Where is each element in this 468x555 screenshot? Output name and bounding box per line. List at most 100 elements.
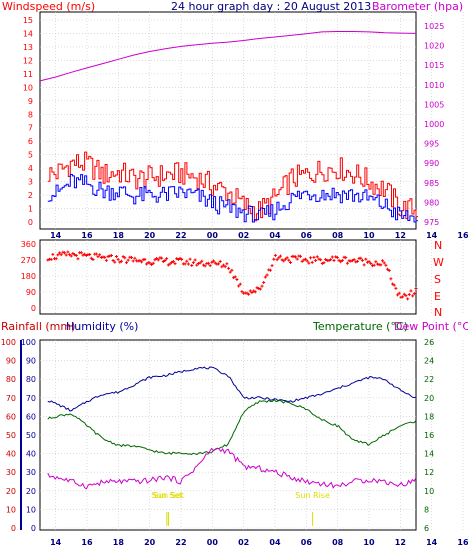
- direction-point: [401, 295, 405, 299]
- humidity-tick-label: 80: [26, 375, 36, 384]
- direction-point: [386, 267, 390, 271]
- barometer-tick-label: 975: [424, 218, 439, 227]
- temperature-time-tick-label: 18: [113, 538, 125, 547]
- windspeed-tick-label: 14: [23, 29, 33, 38]
- direction-point: [332, 259, 336, 263]
- direction-point: [382, 261, 386, 265]
- temperature-time-tick-label: 16: [457, 538, 468, 547]
- rainfall-tick-label: 30: [6, 468, 16, 477]
- direction-point: [287, 258, 291, 262]
- humidity-tick-label: 40: [26, 450, 36, 459]
- direction-point: [369, 261, 373, 265]
- direction-point: [145, 262, 149, 266]
- windspeed-tick-label: 9: [28, 97, 33, 106]
- direction-point: [68, 253, 72, 257]
- direction-point: [81, 253, 85, 257]
- direction-point: [304, 257, 308, 261]
- barometer-series: [39, 31, 417, 82]
- direction-point: [46, 258, 50, 262]
- dewpoint-series: [47, 447, 417, 490]
- direction-point: [359, 256, 363, 260]
- direction-label-n-top: N: [434, 239, 442, 252]
- direction-point: [265, 273, 269, 277]
- wind-time-tick-label: 12: [395, 231, 406, 240]
- direction-point: [225, 262, 229, 266]
- direction-point: [106, 255, 110, 259]
- direction-point: [198, 261, 202, 265]
- sun-marker-label: Sun Set: [151, 491, 182, 500]
- humidity-tick-label: 10: [26, 505, 36, 514]
- direction-tick-label: 0: [31, 304, 36, 313]
- windspeed-tick-label: 15: [23, 16, 33, 25]
- direction-point: [166, 263, 170, 267]
- direction-point: [130, 256, 134, 260]
- direction-point: [392, 283, 396, 287]
- temperature-time-tick-label: 12: [395, 538, 406, 547]
- direction-point: [49, 257, 53, 261]
- rainfall-tick-label: 60: [6, 412, 16, 421]
- direction-point: [302, 258, 306, 262]
- direction-point: [362, 263, 366, 267]
- direction-point: [337, 258, 341, 262]
- direction-point: [94, 252, 98, 256]
- dewpoint-axis-title: Dew Point (°C): [394, 320, 468, 333]
- rainfall-tick-label: 70: [6, 394, 16, 403]
- direction-point: [248, 289, 252, 293]
- wind-time-tick-label: 06: [301, 231, 313, 240]
- direction-point: [320, 261, 324, 265]
- direction-point: [384, 263, 388, 267]
- humidity-tick-label: 100: [21, 338, 36, 347]
- direction-point: [387, 268, 391, 272]
- windspeed-series: [47, 151, 418, 222]
- humidity-tick-label: 50: [26, 431, 36, 440]
- temperature-tick-label: 8: [424, 505, 429, 514]
- direction-point: [71, 252, 75, 256]
- direction-tick-label: 270: [21, 256, 36, 265]
- series-layer: [39, 31, 418, 526]
- direction-point: [133, 256, 137, 260]
- direction-point: [230, 268, 234, 272]
- direction-point: [56, 253, 60, 257]
- direction-point: [89, 256, 93, 260]
- windspeed-tick-label: 7: [28, 124, 33, 133]
- temperature-panel-frame: [39, 339, 417, 531]
- windspeed-tick-label: 4: [28, 164, 33, 173]
- direction-point: [245, 291, 249, 295]
- direction-point: [223, 265, 227, 269]
- direction-point: [372, 263, 376, 267]
- direction-point: [277, 256, 281, 260]
- direction-point: [360, 258, 364, 262]
- direction-point: [404, 294, 408, 298]
- wind-panel-frame: [39, 11, 417, 230]
- temperature-time-tick-label: 00: [207, 538, 219, 547]
- direction-point: [220, 265, 224, 269]
- direction-point: [391, 282, 395, 286]
- wind-time-tick-label: 02: [238, 231, 249, 240]
- wind-time-tick-label: 14: [426, 231, 438, 240]
- barometer-axis-title: Barometer (hpa): [372, 0, 463, 13]
- direction-point: [140, 260, 144, 264]
- direction-point: [374, 260, 378, 264]
- direction-panel-frame: [39, 239, 417, 315]
- direction-point: [176, 258, 180, 262]
- temperature-time-tick-label: 14: [426, 538, 438, 547]
- direction-point: [258, 287, 262, 291]
- direction-point: [280, 258, 284, 262]
- humidity-series: [47, 366, 417, 412]
- direction-point: [163, 259, 167, 263]
- direction-point: [98, 253, 102, 257]
- direction-point: [160, 256, 164, 260]
- wind-time-tick-label: 16: [457, 231, 468, 240]
- barometer-tick-label: 980: [424, 198, 439, 207]
- windspeed-tick-label: 8: [28, 110, 33, 119]
- direction-point: [310, 260, 314, 264]
- direction-point: [367, 260, 371, 264]
- direction-point: [156, 258, 160, 262]
- tick-layer: 0123456789101112131415975980985990995100…: [1, 16, 468, 547]
- direction-point: [350, 259, 354, 263]
- direction-point: [355, 259, 359, 263]
- direction-point: [285, 256, 289, 260]
- wind-time-tick-label: 04: [269, 231, 281, 240]
- direction-point: [228, 270, 232, 274]
- direction-point: [213, 261, 217, 265]
